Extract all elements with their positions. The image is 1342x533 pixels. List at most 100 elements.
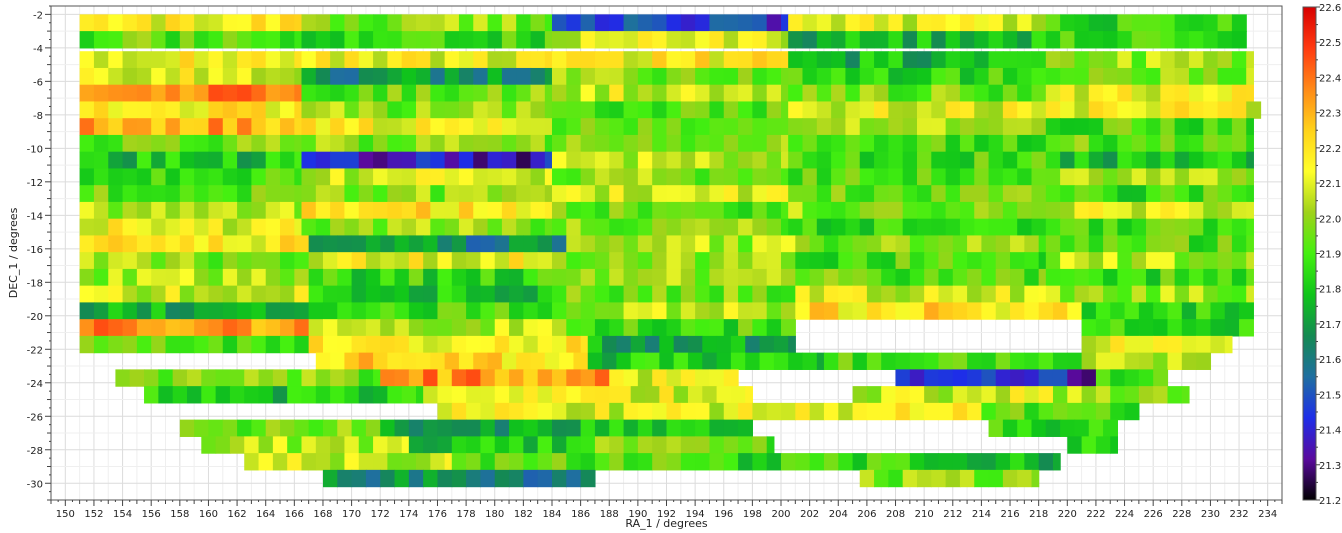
- heatmap-cell: [186, 369, 202, 387]
- heatmap-cell: [652, 168, 668, 186]
- heatmap-cell: [373, 101, 388, 119]
- heatmap-cell: [716, 386, 732, 404]
- heatmap-cell: [1088, 252, 1104, 270]
- heatmap-cell: [1074, 168, 1090, 186]
- heatmap-cell: [315, 101, 331, 119]
- heatmap-cell: [551, 235, 567, 253]
- heatmap-cell: [458, 352, 474, 370]
- heatmap-cell: [358, 201, 374, 220]
- heatmap-cell: [423, 419, 439, 437]
- heatmap-cell: [430, 101, 446, 119]
- heatmap-cell: [380, 268, 396, 287]
- heatmap-cell: [351, 302, 367, 320]
- heatmap-cell: [1002, 84, 1018, 103]
- heatmap-cell: [566, 31, 582, 49]
- heatmap-cell: [888, 201, 904, 220]
- x-tick-label: 194: [686, 509, 705, 520]
- heatmap-cell: [222, 218, 238, 237]
- heatmap-cell: [93, 235, 109, 253]
- heatmap-cell: [530, 134, 546, 153]
- heatmap-cell: [594, 402, 610, 421]
- heatmap-cell: [108, 31, 124, 49]
- heatmap-cell: [222, 51, 238, 69]
- heatmap-cell: [408, 285, 424, 303]
- heatmap-cell: [551, 185, 567, 203]
- heatmap-cell: [580, 419, 596, 437]
- heatmap-cell: [1146, 285, 1161, 303]
- heatmap-cell: [401, 101, 417, 119]
- heatmap-cell: [301, 436, 317, 454]
- heatmap-cell: [537, 252, 553, 270]
- heatmap-cell: [1060, 101, 1076, 119]
- heatmap-cell: [766, 67, 782, 86]
- heatmap-cell: [437, 335, 453, 354]
- heatmap-cell: [394, 419, 410, 437]
- heatmap-cell: [816, 134, 832, 153]
- heatmap-cell: [473, 67, 489, 86]
- heatmap-cell: [151, 268, 167, 287]
- heatmap-cell: [938, 302, 954, 320]
- heatmap-cell: [136, 134, 152, 153]
- heatmap-cell: [1217, 101, 1233, 119]
- heatmap-cell: [151, 185, 167, 203]
- heatmap-cell: [237, 419, 252, 437]
- heatmap-cell: [630, 335, 646, 354]
- heatmap-cell: [451, 285, 467, 303]
- heatmap-cell: [1088, 101, 1104, 119]
- heatmap-cell: [1153, 319, 1169, 337]
- heatmap-cell: [1217, 51, 1233, 69]
- heatmap-cell: [838, 352, 854, 370]
- heatmap-cell: [637, 235, 653, 253]
- heatmap-cell: [237, 218, 252, 237]
- heatmap-cell: [1210, 319, 1226, 337]
- heatmap-cell: [566, 201, 582, 220]
- heatmap-cell: [637, 14, 653, 32]
- x-tick-label: 172: [371, 509, 390, 520]
- heatmap-cell: [322, 235, 338, 253]
- heatmap-cell: [738, 101, 753, 119]
- heatmap-cell: [666, 84, 682, 103]
- heatmap-cell: [1002, 218, 1018, 237]
- heatmap-cell: [179, 268, 195, 287]
- heatmap-cell: [623, 67, 639, 86]
- heatmap-cell: [108, 302, 124, 320]
- heatmap-cell: [330, 218, 346, 237]
- heatmap-cell: [609, 235, 625, 253]
- heatmap-cell: [652, 285, 668, 303]
- heatmap-cell: [380, 369, 396, 387]
- heatmap-cell: [287, 369, 303, 387]
- heatmap-cell: [680, 151, 696, 170]
- heatmap-cell: [1203, 201, 1219, 220]
- heatmap-cell: [916, 201, 932, 220]
- heatmap-cell: [551, 134, 567, 153]
- heatmap-cell: [136, 201, 152, 220]
- heatmap-cell: [516, 134, 532, 153]
- heatmap-cell: [859, 218, 875, 237]
- heatmap-cell: [738, 268, 753, 287]
- heatmap-cell: [845, 118, 861, 136]
- heatmap-cell: [680, 319, 696, 337]
- heatmap-cell: [823, 285, 839, 303]
- heatmap-cell: [1124, 369, 1140, 387]
- heatmap-cell: [1203, 168, 1219, 186]
- heatmap-cell: [1045, 151, 1061, 170]
- heatmap-cell: [551, 268, 567, 287]
- heatmap-cell: [924, 453, 940, 471]
- heatmap-cell: [473, 201, 489, 220]
- heatmap-cell: [1188, 235, 1204, 253]
- heatmap-cell: [222, 101, 238, 119]
- heatmap-cell: [888, 14, 904, 32]
- heatmap-cell: [1060, 118, 1076, 136]
- heatmap-cell: [480, 252, 496, 270]
- heatmap-cell: [308, 319, 324, 337]
- heatmap-cell: [1117, 84, 1133, 103]
- heatmap-cell: [852, 352, 868, 370]
- heatmap-cell: [151, 235, 167, 253]
- heatmap-cell: [1246, 67, 1254, 86]
- colorbar-tick-label: 21.5: [1319, 390, 1341, 401]
- heatmap-cell: [781, 31, 789, 49]
- heatmap-cell: [93, 268, 109, 287]
- heatmap-cell: [330, 185, 346, 203]
- heatmap-cell: [122, 319, 138, 337]
- heatmap-cell: [1160, 168, 1176, 186]
